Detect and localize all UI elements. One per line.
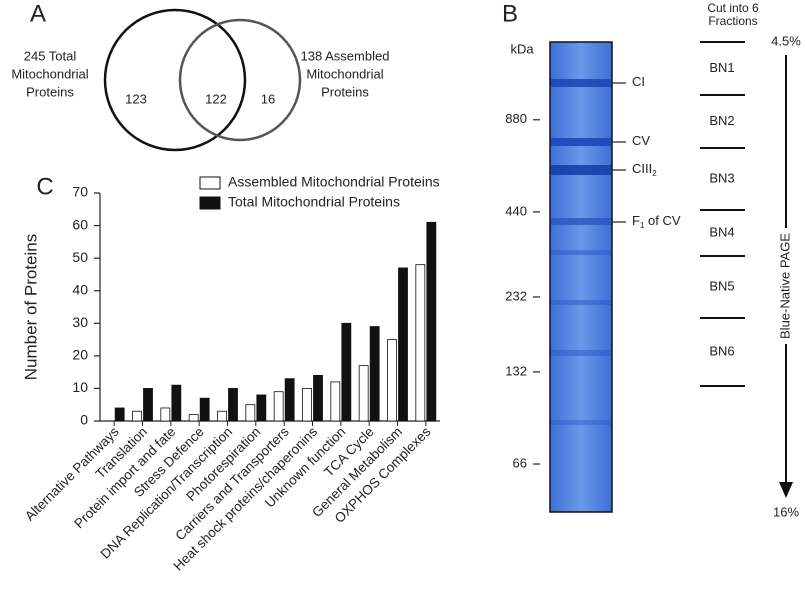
set-label: 245 Total <box>24 48 77 63</box>
set-label: Mitochondrial <box>11 66 88 81</box>
region-count: 123 <box>125 91 147 106</box>
fraction-label: BN6 <box>709 343 734 358</box>
y-tick-label: 70 <box>72 184 88 200</box>
set-label: 138 Assembled <box>301 48 390 63</box>
y-tick-label: 0 <box>80 412 88 428</box>
set-label: Proteins <box>321 84 369 99</box>
y-tick-label: 66 <box>513 455 527 470</box>
panel-label: A <box>30 0 46 27</box>
y-tick-label: 60 <box>72 216 88 232</box>
fraction-title: Cut into 6 <box>707 1 759 15</box>
region-count: 122 <box>205 91 227 106</box>
fraction-label: BN2 <box>709 113 734 128</box>
bar <box>284 378 295 422</box>
bar <box>313 374 323 422</box>
panel-label: C <box>36 173 53 200</box>
bar <box>114 407 125 422</box>
bar <box>273 391 284 422</box>
fraction-title: Fractions <box>708 14 757 28</box>
band-name: CV <box>632 133 650 148</box>
bar <box>171 384 182 422</box>
bar <box>160 407 171 422</box>
band-label: CIII2 <box>632 161 657 178</box>
bar <box>330 381 341 422</box>
gradient-top: 4.5% <box>771 33 801 48</box>
y-axis-title: Number of Proteins <box>21 234 40 380</box>
bar <box>426 221 437 422</box>
arrow-head <box>779 482 793 498</box>
y-tick-label: 50 <box>72 249 88 265</box>
bar <box>302 388 312 422</box>
y-tick-label: 232 <box>505 288 527 303</box>
band-name: CI <box>632 74 645 89</box>
gel-band <box>551 420 611 425</box>
gel-band <box>551 250 611 255</box>
bar <box>132 410 142 422</box>
legend-swatch <box>199 196 221 210</box>
y-tick-label: 20 <box>72 347 88 363</box>
panel-label: B <box>502 0 518 27</box>
band-label: CI <box>632 74 645 89</box>
bar <box>358 365 369 422</box>
arrow-label-bg <box>778 228 794 344</box>
bar <box>387 339 397 422</box>
y-tick-label: 132 <box>505 363 527 378</box>
band-name: F <box>632 213 640 228</box>
axis-unit: kDa <box>510 41 534 56</box>
gel-lane <box>549 41 613 513</box>
venn-circle <box>103 8 247 152</box>
gel-band <box>551 138 611 146</box>
band-label: CV <box>632 133 650 148</box>
set-label: Proteins <box>26 84 74 99</box>
band-name: CIII <box>632 161 652 176</box>
bar <box>398 267 408 422</box>
region-count: 16 <box>261 91 275 106</box>
y-tick-label: 880 <box>505 111 527 126</box>
venn-circle <box>178 18 302 142</box>
y-tick-label: 30 <box>72 314 88 330</box>
y-tick-label: 10 <box>72 379 88 395</box>
band-label: F1 of CV <box>632 213 681 230</box>
direction-label: Blue-Native PAGE <box>777 233 792 339</box>
bar <box>188 414 199 422</box>
gel-band <box>551 218 611 225</box>
bar <box>415 264 426 422</box>
bar <box>199 397 210 422</box>
gel <box>549 41 613 513</box>
bar <box>143 388 153 422</box>
bar <box>341 322 352 422</box>
fraction-label: BN4 <box>709 224 734 239</box>
gradient-bottom: 16% <box>773 504 799 519</box>
fraction-label: BN1 <box>709 60 734 75</box>
bar <box>217 410 227 422</box>
set-label: Mitochondrial <box>306 66 383 81</box>
y-tick-label: 40 <box>72 281 88 297</box>
y-tick-label: 440 <box>505 203 527 218</box>
bar <box>245 404 256 422</box>
fraction-label: BN3 <box>709 170 734 185</box>
bar <box>256 394 267 422</box>
legend-label: Assembled Mitochondrial Proteins <box>228 174 440 190</box>
bar <box>228 388 238 422</box>
band-subscript: 1 <box>640 221 645 230</box>
legend-label: Total Mitochondrial Proteins <box>228 194 400 210</box>
gel-band <box>551 165 611 175</box>
gel-band <box>551 300 611 305</box>
gel-band <box>551 350 611 356</box>
band-subscript: 2 <box>652 169 657 178</box>
band-suffix: of CV <box>644 213 680 228</box>
gel-band <box>551 79 611 87</box>
fraction-label: BN5 <box>709 278 734 293</box>
bar <box>369 326 380 422</box>
legend-swatch <box>199 176 221 190</box>
